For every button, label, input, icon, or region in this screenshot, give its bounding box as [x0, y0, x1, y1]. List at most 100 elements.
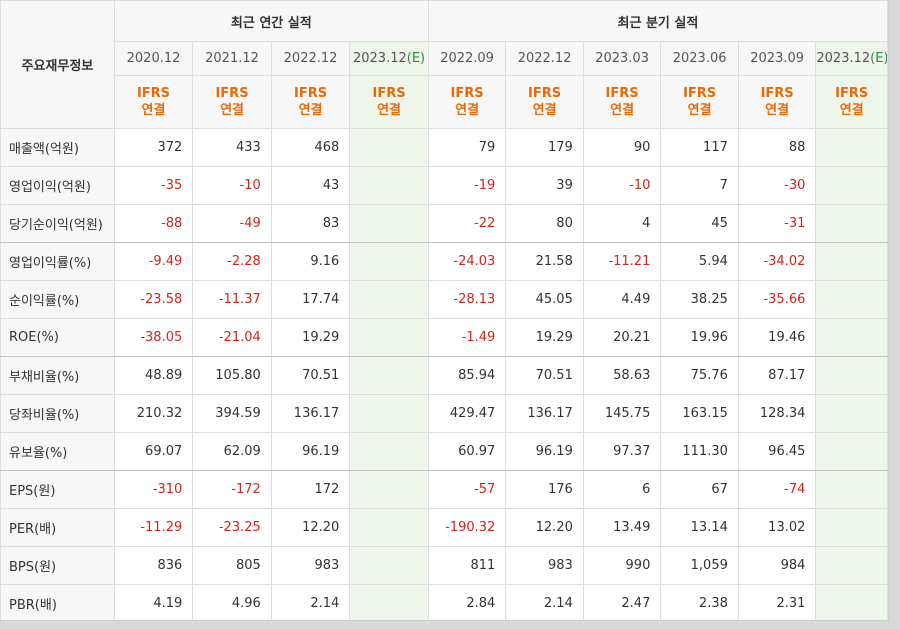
table-cell: 105.80 — [192, 356, 272, 395]
ifrs-consolidated-label: IFRS 연결 — [660, 75, 739, 129]
table-cell: -11.21 — [582, 242, 662, 281]
table-cell: 6 — [582, 470, 662, 509]
table-cell: 2.14 — [505, 584, 584, 620]
table-row: BPS(원) 836 805 983 811 983 990 1,059 984 — [0, 546, 888, 585]
table-cell: 12.20 — [270, 508, 351, 547]
ifrs-consolidated-label: IFRS 연결 — [582, 75, 662, 129]
table-cell: 58.63 — [582, 356, 662, 395]
table-cell: 836 — [113, 546, 194, 585]
ifrs-label: IFRS — [450, 86, 484, 101]
table-cell: 2.84 — [427, 584, 507, 620]
table-cell: 2.31 — [737, 584, 817, 620]
table-row: EPS(원) -310 -172 172 -57 176 6 67 -74 — [0, 470, 888, 509]
ifrs-label: IFRS — [528, 86, 562, 101]
table-cell: 4.96 — [192, 584, 272, 620]
table-cell: -28.13 — [427, 280, 507, 319]
table-cell — [815, 242, 888, 281]
table-cell: 48.89 — [113, 356, 194, 395]
ifrs-label: IFRS — [605, 86, 639, 101]
table-cell: 17.74 — [270, 280, 351, 319]
consolidated-label: 연결 — [298, 103, 323, 118]
table-row: PBR(배) 4.19 4.96 2.14 2.84 2.14 2.47 2.38 2.31 — [0, 584, 888, 620]
table-cell: 5.94 — [660, 242, 739, 281]
row-label: EPS(원) — [0, 470, 115, 509]
table-cell: 983 — [270, 546, 351, 585]
row-label: 유보율(%) — [0, 432, 115, 471]
table-cell: 179 — [505, 128, 584, 167]
table-cell: -23.25 — [192, 508, 272, 547]
ifrs-label: IFRS — [835, 86, 869, 101]
table-cell: 429.47 — [427, 394, 507, 433]
table-cell — [815, 432, 888, 471]
ifrs-label: IFRS — [683, 86, 717, 101]
table-cell: 136.17 — [270, 394, 351, 433]
table-cell — [349, 394, 429, 433]
table-cell: -9.49 — [113, 242, 194, 281]
ifrs-consolidated-label: IFRS 연결 — [737, 75, 817, 129]
ifrs-label: IFRS — [760, 86, 794, 101]
period-header: 2023.06 — [660, 41, 739, 76]
table-cell: 13.02 — [737, 508, 817, 547]
table-cell: -57 — [427, 470, 507, 509]
table-cell: 9.16 — [270, 242, 351, 281]
table-cell: -310 — [113, 470, 194, 509]
table-cell: 39 — [505, 166, 584, 205]
table-cell: 62.09 — [192, 432, 272, 471]
table-cell: 7 — [660, 166, 739, 205]
table-cell: 21.58 — [505, 242, 584, 281]
table-cell: -35 — [113, 166, 194, 205]
table-cell — [815, 128, 888, 167]
table-cell: 69.07 — [113, 432, 194, 471]
period-header-estimate: 2023.12(E) — [815, 41, 888, 76]
table-cell: 19.96 — [660, 318, 739, 357]
table-cell — [349, 508, 429, 547]
table-row: PER(배) -11.29 -23.25 12.20 -190.32 12.20 13.49… — [0, 508, 888, 547]
table-cell: 172 — [270, 470, 351, 509]
table-cell: 136.17 — [505, 394, 584, 433]
table-cell — [349, 470, 429, 509]
table-cell: 45 — [660, 204, 739, 243]
period-header-estimate: 2023.12(E) — [349, 41, 429, 76]
row-label: PBR(배) — [0, 584, 115, 620]
row-label: 당기순이익(억원) — [0, 204, 115, 243]
table-row: 당좌비율(%) 210.32 394.59 136.17 429.47 136.17 145… — [0, 394, 888, 433]
table-cell: 1,059 — [660, 546, 739, 585]
table-cell: 117 — [660, 128, 739, 167]
table-cell: -190.32 — [427, 508, 507, 547]
table-cell: -49 — [192, 204, 272, 243]
table-cell: 145.75 — [582, 394, 662, 433]
ifrs-consolidated-label: IFRS 연결 — [113, 75, 194, 129]
table-cell: -10 — [192, 166, 272, 205]
table-cell: -2.28 — [192, 242, 272, 281]
consolidated-label: 연결 — [687, 103, 712, 118]
table-cell: 176 — [505, 470, 584, 509]
table-cell: -88 — [113, 204, 194, 243]
table-cell: 2.47 — [582, 584, 662, 620]
row-label: 영업이익(억원) — [0, 166, 115, 205]
table-cell: -31 — [737, 204, 817, 243]
row-label: 영업이익률(%) — [0, 242, 115, 281]
table-cell: 96.19 — [505, 432, 584, 471]
table-row: 당기순이익(억원) -88 -49 83 -22 80 4 45 -31 — [0, 204, 888, 243]
table-cell — [349, 356, 429, 395]
table-row: 부채비율(%) 48.89 105.80 70.51 85.94 70.51 58.63 75… — [0, 356, 888, 395]
table-cell: 88 — [737, 128, 817, 167]
period-header: 2022.12 — [505, 41, 584, 76]
period-label: 2023.12 — [352, 51, 407, 66]
row-label: 당좌비율(%) — [0, 394, 115, 433]
table-row: ROE(%) -38.05 -21.04 19.29 -1.49 19.29 20.21 19… — [0, 318, 888, 357]
table-cell: -11.37 — [192, 280, 272, 319]
table-cell: 19.46 — [737, 318, 817, 357]
table-cell — [349, 280, 429, 319]
table-cell: -19 — [427, 166, 507, 205]
table-cell: 20.21 — [582, 318, 662, 357]
table-cell: -22 — [427, 204, 507, 243]
consolidated-label: 연결 — [765, 103, 790, 118]
table-cell — [349, 318, 429, 357]
table-cell: 163.15 — [660, 394, 739, 433]
table-cell — [349, 204, 429, 243]
table-cell — [349, 546, 429, 585]
row-label: 순이익률(%) — [0, 280, 115, 319]
ifrs-consolidated-label: IFRS 연결 — [270, 75, 351, 129]
table-cell — [815, 204, 888, 243]
